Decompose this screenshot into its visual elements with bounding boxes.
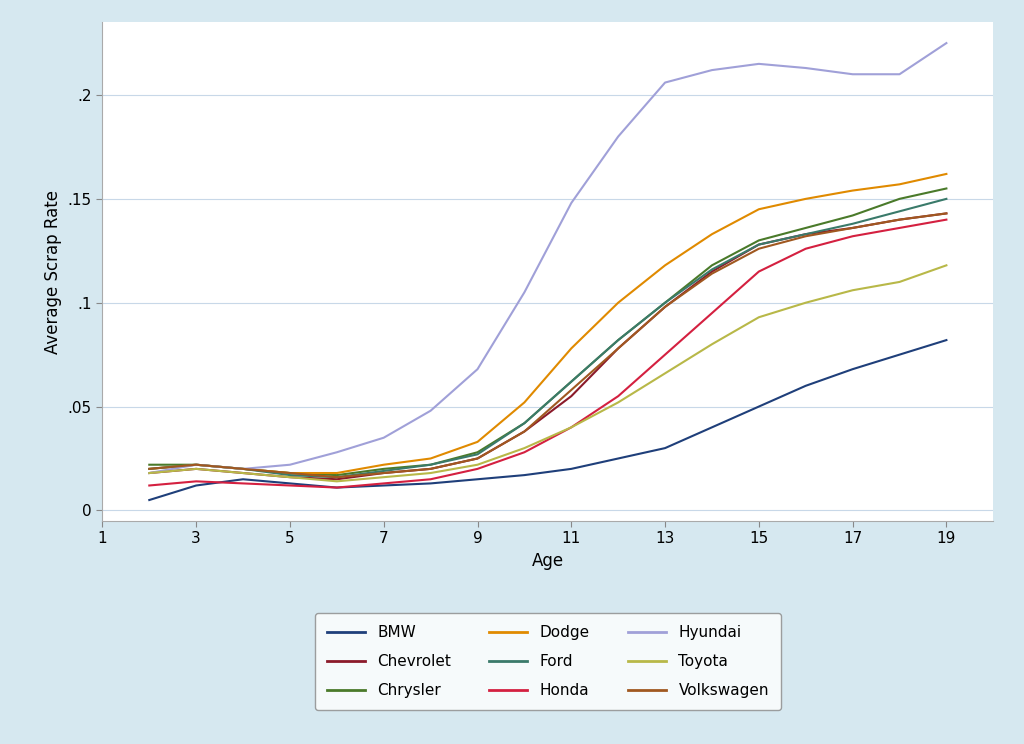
Legend: BMW, Chevrolet, Chrysler, Dodge, Ford, Honda, Hyundai, Toyota, Volkswagen: BMW, Chevrolet, Chrysler, Dodge, Ford, H… <box>314 613 781 710</box>
Y-axis label: Average Scrap Rate: Average Scrap Rate <box>44 190 62 353</box>
X-axis label: Age: Age <box>531 552 564 570</box>
